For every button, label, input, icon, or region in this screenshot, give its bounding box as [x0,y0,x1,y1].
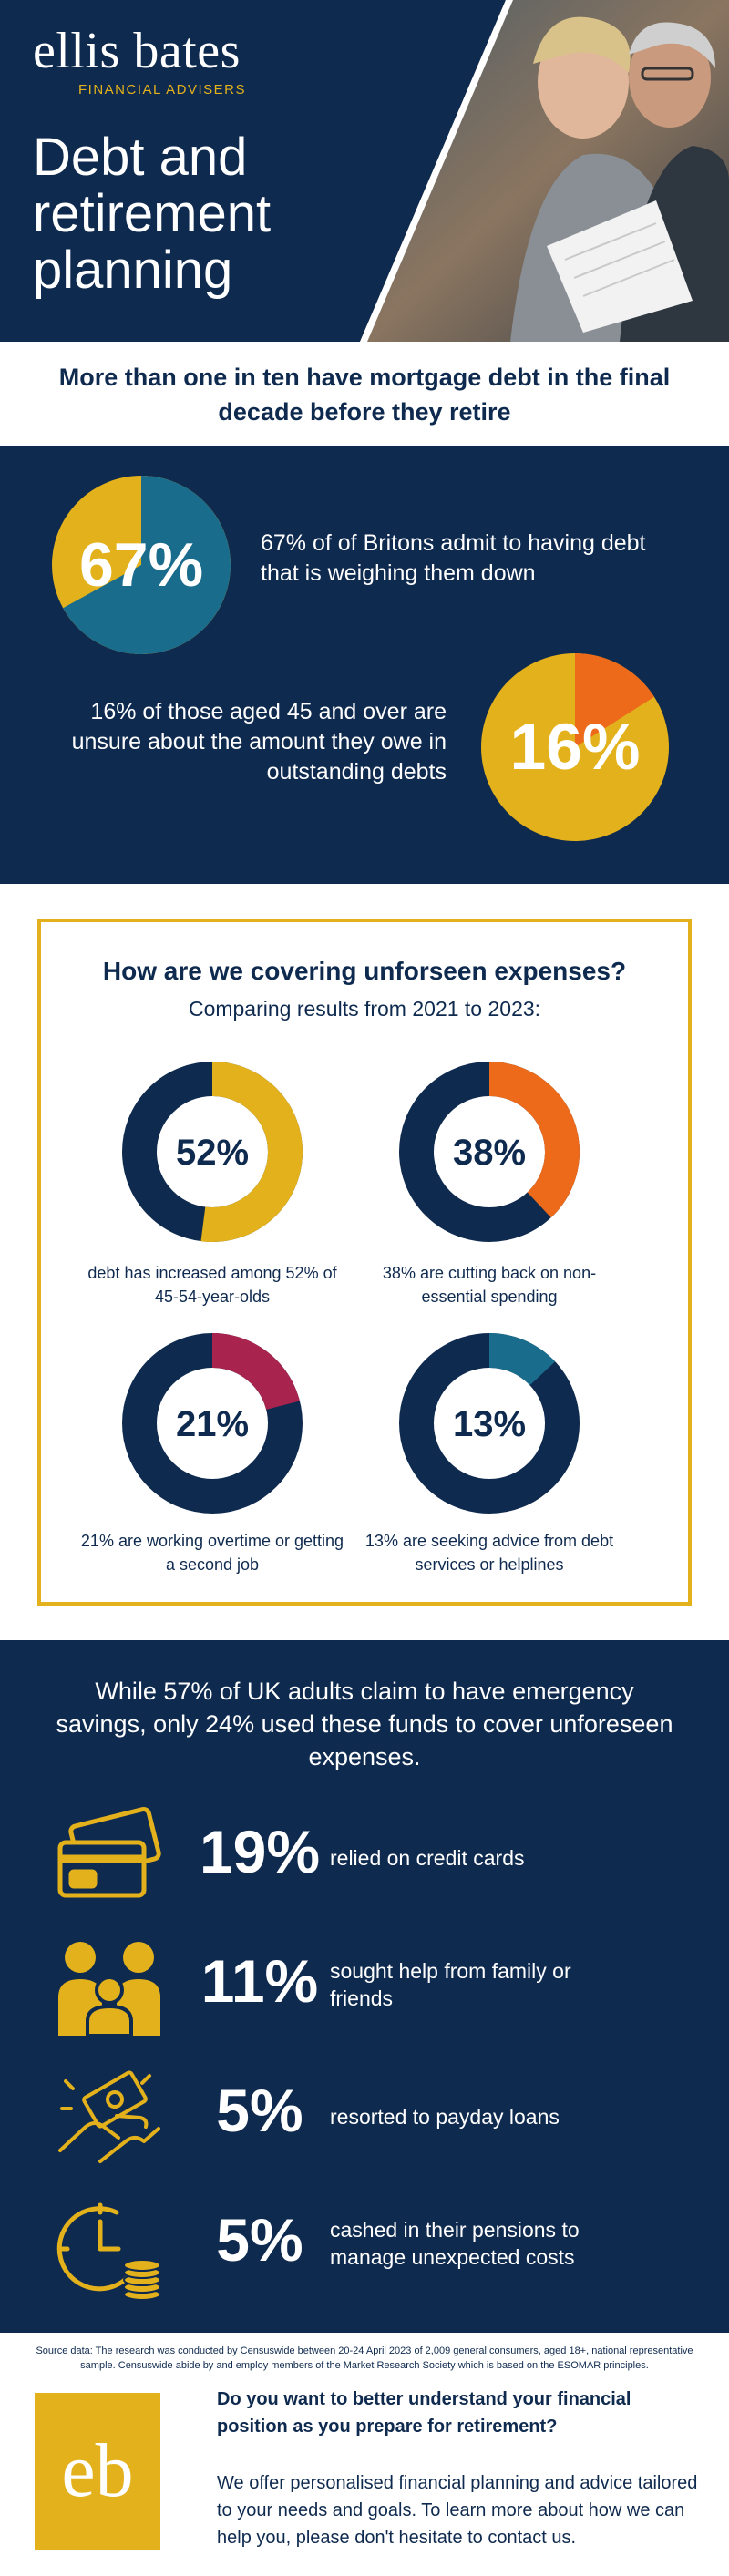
donut-caption-21: 21% are working overtime or getting a se… [80,1532,344,1574]
couple-photo [0,0,729,342]
savings-text-family: sought help from family or friends [330,1959,571,2010]
donut-value-arc [122,1062,303,1242]
savings-row-credit-cards: 19% relied on credit cards [0,1804,729,1914]
eb-logo: eb [35,2393,160,2550]
savings-pct-payday: 5% [216,2077,303,2144]
headline-text: More than one in ten have mortgage debt … [58,363,671,426]
donut-chart-38: 38% [399,1062,580,1242]
eb-logo-text: eb [61,2428,134,2513]
credit-cards-icon [57,1806,161,1898]
headline-section: More than one in ten have mortgage debt … [0,342,729,446]
expenses-title: How are we covering unforseen expenses? [102,957,627,985]
stat-text-67: 67% of of Britons admit to having debt t… [261,530,646,586]
clock-coins-icon [56,2202,161,2301]
pie-label: 16% [510,711,641,784]
donut-caption-52: debt has increased among 52% of 45-54-ye… [87,1264,337,1306]
source-note: Source data: The research was conducted … [36,2345,693,2371]
donut-value-arc [399,1333,580,1514]
brand-subtitle: FINANCIAL ADVISERS [78,82,246,97]
savings-text-payday: resorted to payday loans [330,2105,560,2129]
expenses-panel: How are we covering unforseen expenses? … [37,919,692,1606]
expenses-section: How are we covering unforseen expenses? … [0,884,729,1640]
savings-section: While 57% of UK adults claim to have eme… [0,1640,729,2333]
pie-chart-16: 16% [481,653,669,841]
pie-chart-67: 67% [52,476,231,654]
cash-hands-icon [58,2070,160,2163]
savings-text-credit-cards: relied on credit cards [330,1846,525,1870]
brand-name: ellis bates [33,23,241,79]
brand-logo: ellis bates FINANCIAL ADVISERS [33,26,246,97]
donut-caption-38: 38% are cutting back on non- essential s… [382,1264,597,1306]
donut-label: 52% [176,1133,249,1173]
savings-text-pensions: cashed in their pensions to manage unexp… [330,2218,580,2269]
family-icon [58,1942,160,2037]
donut-label: 21% [176,1404,249,1444]
donut-label: 13% [453,1404,526,1444]
donut-label: 38% [453,1133,526,1173]
savings-row-pensions: 5% cashed in their pensions to manage un… [0,2192,729,2302]
savings-row-family: 11% sought help from family or friends [0,1934,729,2043]
cta-body: We offer personalised financial planning… [217,2473,698,2548]
donut-chart-13: 13% [399,1333,580,1514]
savings-pct-pensions: 5% [216,2206,303,2273]
donut-chart-21: 21% [122,1333,303,1514]
donut-chart-52: 52% [122,1062,303,1242]
donut-value-arc [122,1333,303,1514]
debt-stats-section: 67% 67% of of Britons admit to having de… [0,446,729,884]
savings-pct-credit-cards: 19% [199,1818,321,1885]
donut-caption-13: 13% are seeking advice from debt service… [364,1532,614,1574]
cta-question: Do you want to better understand your fi… [217,2389,631,2437]
savings-row-payday: 5% resorted to payday loans [0,2063,729,2172]
footer-section: Source data: The research was conducted … [0,2333,729,2576]
page-title: Debt and retirement planning [33,128,272,300]
savings-pct-family: 11% [200,1947,319,2015]
hero-banner: ellis bates FINANCIAL ADVISERS Debt and … [0,0,729,342]
donut-value-arc [399,1062,580,1242]
expenses-subtitle: Comparing results from 2021 to 2023: [188,997,541,1021]
pie-value-slice [575,653,654,747]
pie-value-slice [63,476,231,654]
savings-heading: While 57% of UK adults claim to have eme… [56,1678,673,1770]
stat-text-16: 16% of those aged 45 and over are unsure… [71,699,447,785]
pie-label: 67% [79,530,203,600]
